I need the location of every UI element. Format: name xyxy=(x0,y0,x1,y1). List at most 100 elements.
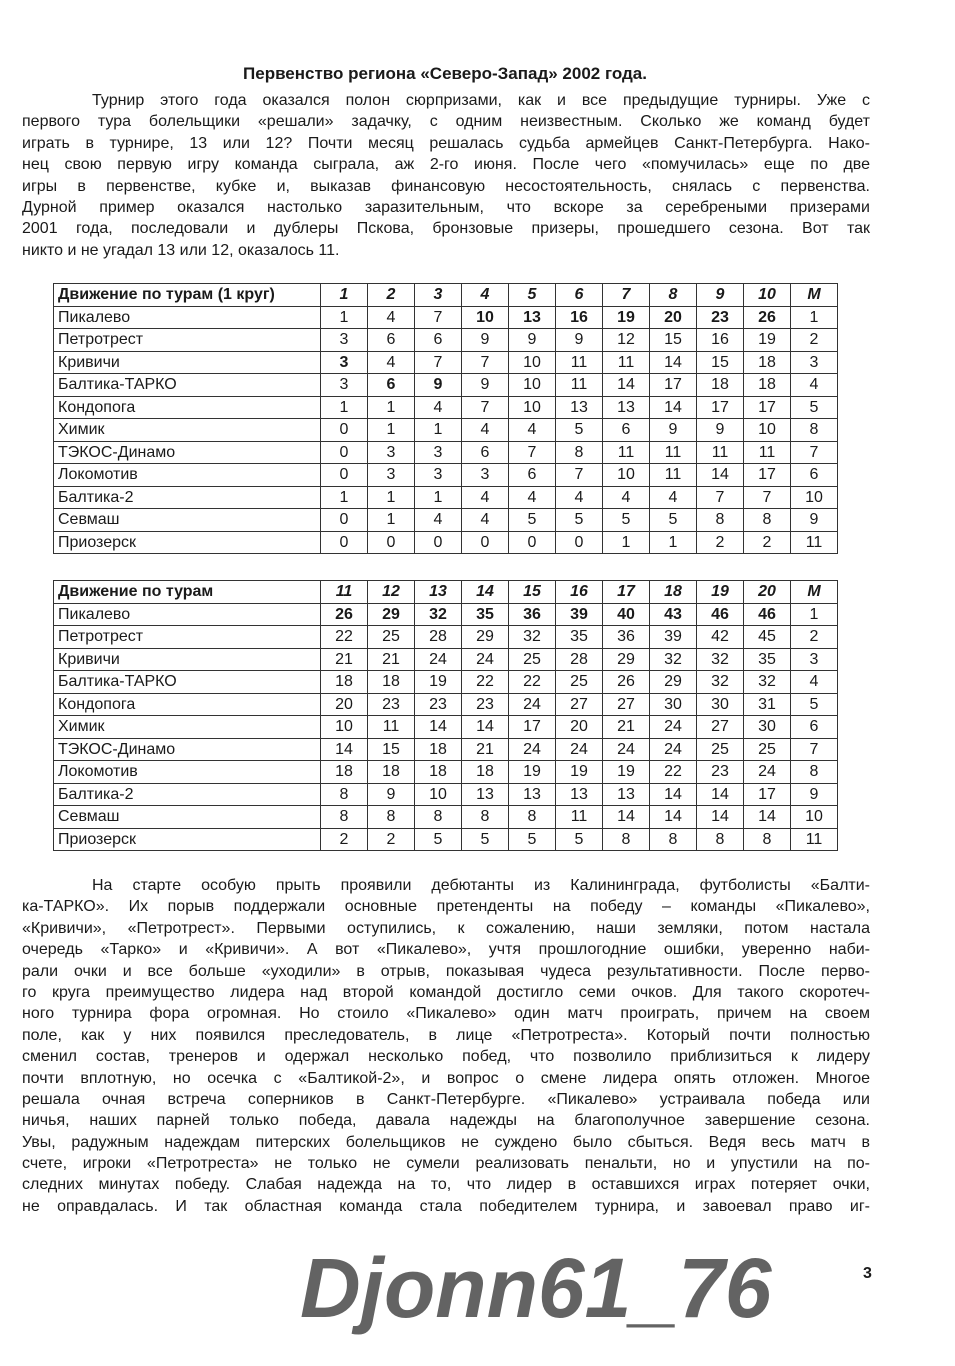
points-cell: 1 xyxy=(414,485,462,509)
points-cell: 21 xyxy=(367,647,415,671)
round-header: М xyxy=(790,580,838,604)
points-cell: 32 xyxy=(743,670,791,694)
points-cell: 10 xyxy=(602,463,650,487)
points-cell: 3 xyxy=(320,350,368,374)
points-cell: 19 xyxy=(602,760,650,784)
team-name: Кондопога xyxy=(53,692,321,716)
points-cell: 8 xyxy=(320,782,368,806)
points-cell: 13 xyxy=(461,782,509,806)
points-cell: 11 xyxy=(602,440,650,464)
points-cell: 8 xyxy=(367,805,415,829)
points-cell: 1 xyxy=(320,305,368,329)
points-cell: 1 xyxy=(367,418,415,442)
points-cell: 1 xyxy=(367,508,415,532)
round-header: 9 xyxy=(696,283,744,307)
points-cell: 5 xyxy=(555,508,603,532)
position-cell: 6 xyxy=(790,715,838,739)
points-cell: 21 xyxy=(320,647,368,671)
points-cell: 36 xyxy=(602,625,650,649)
points-cell: 35 xyxy=(555,625,603,649)
round-header: 7 xyxy=(602,283,650,307)
table-row: Севмаш 0 1 4 4 5 5 5 5 8 8 9 xyxy=(53,508,838,532)
points-cell: 17 xyxy=(743,463,791,487)
team-name: Балтика-ТАРКО xyxy=(53,373,321,397)
points-cell: 21 xyxy=(602,715,650,739)
text-line: ничья, наших парней только победа, давал… xyxy=(22,1112,870,1130)
text-line: го круга преимущество лидера над второй … xyxy=(22,983,870,1001)
points-cell: 25 xyxy=(367,625,415,649)
watermark: Djonn61_76 xyxy=(300,1241,772,1335)
text-line: рали очки и все больше «уходили» в отрыв… xyxy=(22,962,870,980)
position-cell: 1 xyxy=(790,305,838,329)
points-cell: 8 xyxy=(696,827,744,851)
points-cell: 8 xyxy=(508,805,556,829)
points-cell: 13 xyxy=(555,395,603,419)
table-row: Химик 0 1 1 4 4 5 6 9 9 10 8 xyxy=(53,418,838,442)
points-cell: 11 xyxy=(555,350,603,374)
points-cell: 3 xyxy=(367,440,415,464)
round-header: М xyxy=(790,283,838,307)
points-cell: 27 xyxy=(555,692,603,716)
table-row: Балтика-ТАРКО 18 18 19 22 22 25 26 29 32 32 4 xyxy=(53,670,838,694)
points-cell: 31 xyxy=(743,692,791,716)
points-cell: 0 xyxy=(414,530,462,554)
table-row: Локомотив 0 3 3 3 6 7 10 11 14 17 6 xyxy=(53,463,838,487)
points-cell: 16 xyxy=(696,328,744,352)
text-line: Дурной пример оказался настолько заразит… xyxy=(22,198,870,216)
points-cell: 24 xyxy=(649,715,697,739)
points-cell: 3 xyxy=(367,463,415,487)
table-row: Химик 10 11 14 14 17 20 21 24 27 30 6 xyxy=(53,715,838,739)
points-cell: 26 xyxy=(743,305,791,329)
points-cell: 11 xyxy=(555,373,603,397)
points-cell: 3 xyxy=(414,440,462,464)
position-cell: 8 xyxy=(790,418,838,442)
points-cell: 7 xyxy=(461,350,509,374)
team-name: Химик xyxy=(53,418,321,442)
points-cell: 35 xyxy=(743,647,791,671)
table-row: Балтика-2 1 1 1 4 4 4 4 4 7 7 10 xyxy=(53,485,838,509)
points-cell: 14 xyxy=(743,805,791,829)
points-cell: 4 xyxy=(367,305,415,329)
points-cell: 46 xyxy=(696,602,744,626)
points-cell: 8 xyxy=(696,508,744,532)
position-cell: 5 xyxy=(790,395,838,419)
team-name: Пикалево xyxy=(53,305,321,329)
points-cell: 7 xyxy=(461,395,509,419)
header-row: Движение по турам (1 круг) 1 2 3 4 5 6 7 8 9 10 М xyxy=(53,283,838,307)
team-name: Кривичи xyxy=(53,647,321,671)
points-cell: 1 xyxy=(367,485,415,509)
points-cell: 42 xyxy=(696,625,744,649)
points-cell: 18 xyxy=(743,350,791,374)
points-cell: 20 xyxy=(555,715,603,739)
position-cell: 9 xyxy=(790,508,838,532)
points-cell: 23 xyxy=(414,692,462,716)
points-cell: 17 xyxy=(508,715,556,739)
points-cell: 23 xyxy=(461,692,509,716)
points-cell: 9 xyxy=(508,328,556,352)
points-cell: 3 xyxy=(414,463,462,487)
text-line: нец свою первую игру команда сыграла, аж… xyxy=(22,156,870,174)
position-cell: 5 xyxy=(790,692,838,716)
points-cell: 4 xyxy=(461,418,509,442)
table-row: ТЭКОС-Динамо 14 15 18 21 24 24 24 24 25 25 7 xyxy=(53,737,838,761)
team-name: Химик xyxy=(53,715,321,739)
round-header: 13 xyxy=(414,580,462,604)
points-cell: 40 xyxy=(602,602,650,626)
round-header: 1 xyxy=(320,283,368,307)
round-header: 3 xyxy=(414,283,462,307)
points-cell: 19 xyxy=(414,670,462,694)
table-row: Севмаш 8 8 8 8 8 11 14 14 14 14 10 xyxy=(53,805,838,829)
points-cell: 9 xyxy=(461,328,509,352)
points-cell: 4 xyxy=(602,485,650,509)
points-cell: 0 xyxy=(555,530,603,554)
points-cell: 3 xyxy=(320,328,368,352)
points-cell: 28 xyxy=(414,625,462,649)
points-cell: 14 xyxy=(649,395,697,419)
points-cell: 8 xyxy=(743,508,791,532)
position-cell: 11 xyxy=(790,530,838,554)
round-header: 17 xyxy=(602,580,650,604)
points-cell: 7 xyxy=(414,350,462,374)
points-cell: 29 xyxy=(367,602,415,626)
team-name: Пикалево xyxy=(53,602,321,626)
points-cell: 9 xyxy=(367,782,415,806)
